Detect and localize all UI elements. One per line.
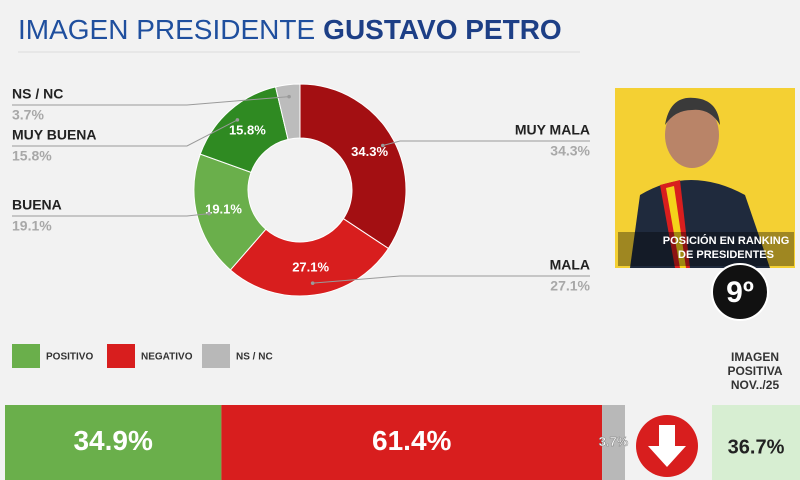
leader-dot — [207, 211, 211, 216]
category-value: 34.3% — [550, 143, 590, 159]
legend-label: POSITIVO — [46, 352, 93, 363]
legend-swatch — [12, 344, 40, 368]
title-name: GUSTAVO PETRO — [323, 14, 562, 45]
category-value: 3.7% — [12, 107, 44, 123]
category-label: BUENA — [12, 197, 62, 213]
ranking-photo: POSICIÓN EN RANKING DE PRESIDENTES — [615, 88, 795, 268]
category-label: MUY BUENA — [12, 127, 97, 143]
comparison-label: NOV../25 — [731, 378, 780, 392]
donut-slice — [299, 83, 407, 250]
category-value: 15.8% — [12, 148, 52, 164]
leader-line — [12, 119, 238, 147]
category-value: 19.1% — [12, 218, 52, 234]
comparison-label: IMAGEN — [731, 350, 779, 364]
bar-label: 34.9% — [73, 425, 152, 456]
category-value: 27.1% — [550, 278, 590, 294]
ranking-badge — [711, 263, 769, 321]
legend-label: NEGATIVO — [141, 352, 193, 363]
leader-dot — [380, 143, 385, 148]
comparison-value: 36.7% — [728, 436, 785, 458]
leader-dot — [310, 281, 315, 285]
category-label: MUY MALA — [515, 122, 590, 138]
legend-label: NS / NC — [236, 352, 273, 363]
ranking-caption: DE PRESIDENTES — [678, 249, 774, 261]
title: IMAGEN PRESIDENTE GUSTAVO PETRO — [18, 14, 562, 45]
leader-dot — [287, 94, 291, 99]
leader-line — [12, 213, 210, 217]
bar-segment — [221, 405, 603, 480]
slice-label: 27.1% — [292, 260, 329, 275]
photo-face — [665, 102, 719, 168]
leader-line — [12, 96, 290, 106]
bar-label: 3.7% — [599, 434, 629, 449]
comparison-box — [712, 405, 800, 480]
ranking-position: 9º — [726, 276, 754, 309]
comparison-label: POSITIVA — [727, 364, 782, 378]
bar-label: 61.4% — [372, 425, 451, 456]
leader-line — [382, 140, 590, 146]
legend-swatch — [202, 344, 230, 368]
stacked-bar-chart: 34.9% POSITIVO 61.4% NEGATIVO 3.7% NS / NC — [5, 344, 629, 480]
bar-segment — [5, 405, 222, 480]
bar-segment — [602, 405, 625, 480]
photo-sash-yellow — [666, 186, 686, 268]
ranking-caption: POSICIÓN EN RANKING — [663, 234, 790, 247]
donut-chart: 34.3% MUY MALA 34.3% 27.1% MALA 27.1% 19.1% BUE… — [12, 83, 591, 297]
slice-label: 34.3% — [351, 144, 388, 159]
category-label: MALA — [550, 257, 590, 273]
donut-slice — [274, 83, 301, 141]
category-label: NS / NC — [12, 86, 63, 102]
legend-swatch — [107, 344, 135, 368]
slice-label: 15.8% — [229, 123, 266, 138]
leader-dot — [235, 118, 240, 122]
leader-line — [312, 275, 590, 284]
trend-arrow — [648, 425, 686, 467]
slice-label: 19.1% — [205, 201, 242, 216]
photo-hair — [665, 97, 720, 125]
donut-slice — [229, 217, 390, 297]
title-text: IMAGEN PRESIDENTE — [18, 14, 315, 45]
photo-caption-bg — [618, 232, 794, 266]
